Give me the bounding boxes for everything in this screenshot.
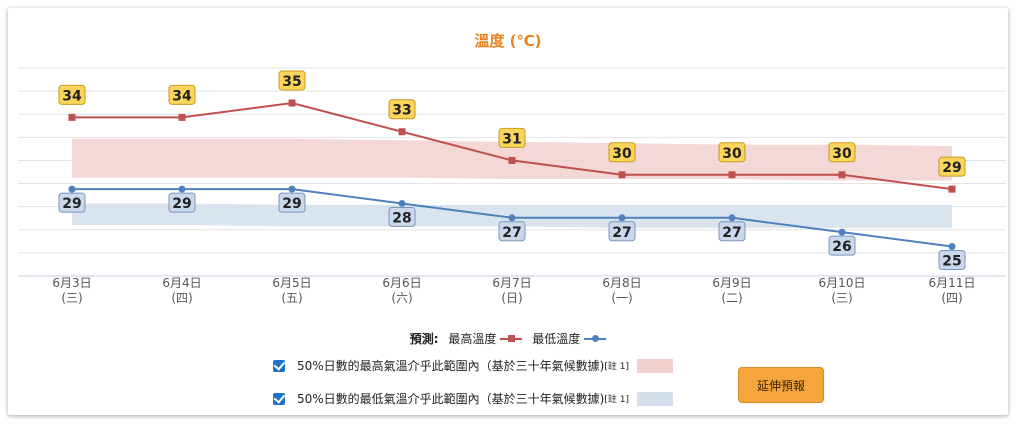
- max-temp-point: [178, 113, 186, 121]
- square-marker-icon: [508, 334, 516, 342]
- x-tick-weekday: (六): [391, 291, 412, 305]
- temperature-chart: 溫度 (℃)6月3日(三)6月4日(四)6月5日(五)6月6日(六)6月7日(日…: [18, 32, 1006, 305]
- max-label-box: [168, 84, 196, 105]
- max-temp-point: [618, 171, 626, 179]
- x-tick-weekday: (五): [281, 291, 302, 305]
- max-temp-point: [508, 156, 516, 164]
- min-temp-data-label: 26: [832, 239, 851, 255]
- min-range-row: 50%日數的最低氣溫介乎此範圍內（基於三十年氣候數據) [註 1]: [273, 390, 673, 407]
- extended-forecast-button[interactable]: 延伸預報: [738, 367, 824, 403]
- x-tick-label: 6月9日: [712, 276, 751, 290]
- max-label-box: [278, 70, 306, 91]
- max-temp-data-label: 30: [722, 146, 742, 162]
- min-temp-point: [398, 199, 406, 207]
- max-range-note[interactable]: [註 1]: [604, 362, 629, 372]
- max-temp-point: [838, 171, 846, 179]
- max-temp-data-label: 30: [612, 146, 632, 162]
- min-range-swatch: [636, 391, 673, 406]
- x-tick-weekday: (一): [611, 291, 632, 305]
- max-label-box: [388, 99, 416, 120]
- min-temp-point: [948, 242, 956, 250]
- max-temp-data-label: 29: [942, 160, 961, 176]
- max-label-box: [498, 127, 526, 148]
- min-temp-point: [68, 185, 76, 193]
- min-label-box: [58, 192, 86, 213]
- max-temp-point: [948, 185, 956, 193]
- max-label-box: [938, 156, 966, 177]
- max-label-box: [58, 84, 86, 105]
- min-temp-point: [618, 214, 626, 222]
- max-label-box: [608, 142, 636, 163]
- min-temp-data-label: 27: [612, 225, 631, 241]
- x-tick-weekday: (三): [831, 291, 852, 305]
- forecast-legend: 預測: 最高溫度 最低溫度: [8, 330, 1008, 347]
- min-label-box: [498, 221, 526, 242]
- min-temp-point: [728, 214, 736, 222]
- min-label-box: [388, 206, 416, 227]
- x-tick-weekday: (四): [941, 291, 962, 305]
- max-label-box: [718, 142, 746, 163]
- min-temp-point: [838, 228, 846, 236]
- min-label-box: [278, 192, 306, 213]
- chart-title: 溫度 (℃): [474, 32, 541, 50]
- legend-min-item[interactable]: 最低溫度: [532, 330, 607, 347]
- x-tick-weekday: (日): [501, 291, 522, 305]
- x-tick-label: 6月10日: [819, 276, 866, 290]
- x-tick-weekday: (三): [61, 291, 82, 305]
- max-range-checkbox[interactable]: [273, 359, 285, 372]
- x-tick-label: 6月11日: [929, 276, 976, 290]
- x-tick-weekday: (二): [721, 291, 742, 305]
- max-temp-data-label: 34: [172, 88, 192, 104]
- legend-max-item[interactable]: 最高溫度: [448, 330, 523, 347]
- min-temp-point: [288, 185, 296, 193]
- x-tick-label: 6月5日: [272, 276, 311, 290]
- min-temp-data-label: 29: [62, 196, 81, 212]
- x-tick-label: 6月4日: [162, 276, 201, 290]
- x-tick-weekday: (四): [171, 291, 192, 305]
- max-temp-point: [398, 128, 406, 136]
- max-range-swatch: [636, 358, 673, 373]
- legend-max-line-icon: [500, 334, 523, 342]
- max-temp-point: [728, 171, 736, 179]
- max-temp-data-label: 30: [832, 146, 852, 162]
- max-temp-point: [288, 99, 296, 107]
- max-temp-data-label: 31: [502, 131, 521, 147]
- max-temp-data-label: 33: [392, 103, 411, 119]
- max-range-row: 50%日數的最高氣溫介乎此範圍內（基於三十年氣候數據) [註 1]: [273, 357, 673, 374]
- forecast-chart-card: 溫度 (℃) 6月3日 (三) 6月4日 (四) 6月5日 (五) 6月6日 (六) 6月7日 (日…: [8, 8, 1008, 415]
- x-tick-label: 6月3日: [52, 276, 91, 290]
- x-tick-label: 6月8日: [602, 276, 641, 290]
- min-range-note[interactable]: [註 1]: [604, 395, 629, 405]
- min-label-box: [718, 221, 746, 242]
- min-temp-data-label: 28: [392, 210, 411, 226]
- circle-marker-icon: [592, 334, 600, 342]
- max-label-box: [828, 142, 856, 163]
- min-temp-data-label: 25: [942, 253, 961, 269]
- min-range-checkbox[interactable]: [273, 392, 285, 405]
- min-label-box: [938, 249, 966, 270]
- legend-min-line-icon: [584, 334, 607, 342]
- min-temp-point: [508, 214, 516, 222]
- min-label-box: [168, 192, 196, 213]
- min-label-box: [828, 235, 856, 256]
- min-temp-data-label: 29: [282, 196, 301, 212]
- max-temp-point: [68, 113, 76, 121]
- max-temp-data-label: 35: [282, 74, 301, 90]
- min-label-box: [608, 221, 636, 242]
- max-temp-data-label: 34: [62, 88, 82, 104]
- min-temp-data-label: 29: [172, 196, 191, 212]
- x-tick-label: 6月7日: [492, 276, 531, 290]
- legend-max-label: 最高溫度: [448, 332, 497, 346]
- min-temp-point: [178, 185, 186, 193]
- legend-prefix: 預測:: [409, 332, 439, 346]
- max-range-text: 50%日數的最高氣溫介乎此範圍內（基於三十年氣候數據): [297, 359, 605, 373]
- min-temp-data-label: 27: [722, 225, 741, 241]
- x-tick-label: 6月6日: [382, 276, 421, 290]
- legend-min-label: 最低溫度: [532, 332, 581, 346]
- min-range-text: 50%日數的最低氣溫介乎此範圍內（基於三十年氣候數據): [297, 392, 605, 406]
- min-temp-data-label: 27: [502, 225, 521, 241]
